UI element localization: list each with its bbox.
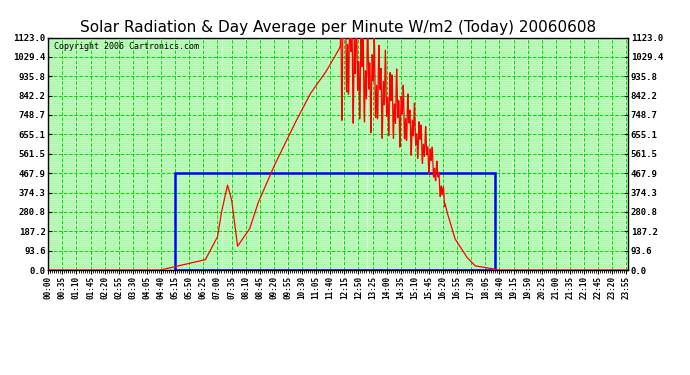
Bar (175, 173, 495, 270)
Title: Solar Radiation & Day Average per Minute W/m2 (Today) 20060608: Solar Radiation & Day Average per Minute… (80, 20, 596, 35)
Text: Copyright 2006 Cartronics.com: Copyright 2006 Cartronics.com (54, 42, 199, 51)
